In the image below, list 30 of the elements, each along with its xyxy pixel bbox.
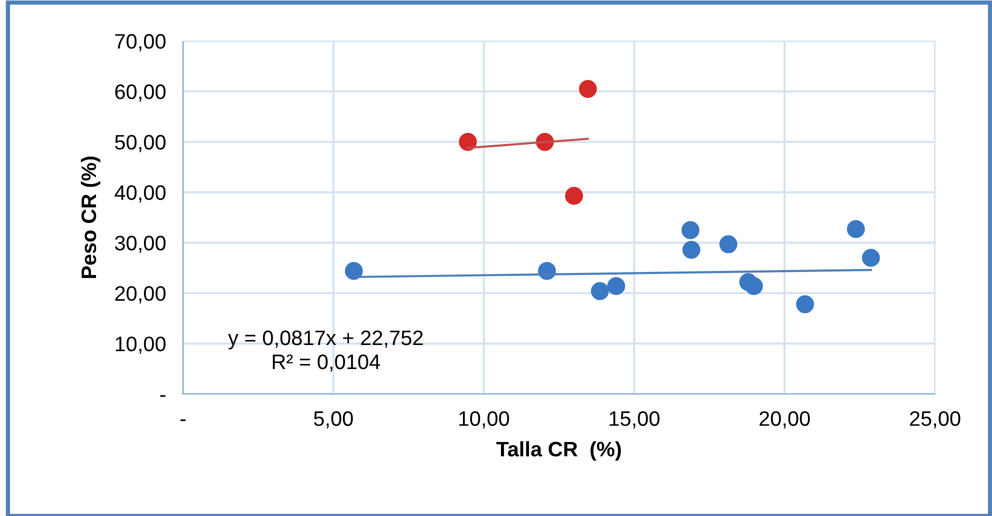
point (862, 248, 880, 267)
y-tick-label: 50,00 (115, 134, 166, 152)
y-tick-label: 70,00 (115, 34, 166, 52)
point (719, 235, 738, 254)
point (607, 277, 626, 296)
y-tick-label: - (160, 395, 166, 397)
point (458, 132, 477, 151)
y-tick-label: 20,00 (115, 286, 166, 304)
point (590, 282, 609, 300)
y-tick-label: 40,00 (114, 185, 166, 202)
x-tick-label: 10,00 (459, 411, 510, 428)
x-axis-title: Talla CR (%) (496, 441, 621, 461)
point (565, 186, 584, 205)
x-tick-label: - (180, 419, 186, 422)
x-tick-label: 20,00 (760, 411, 810, 428)
y-axis-title: Peso CR (%) (80, 156, 100, 278)
point (681, 221, 700, 240)
point (682, 240, 700, 259)
y-tick-label: 30,00 (115, 236, 166, 253)
point (744, 277, 763, 296)
point (846, 220, 865, 238)
point (344, 262, 363, 280)
y-tick-label: 60,00 (115, 84, 166, 102)
annotation: y = 0,0817x + 22,752 R² = 0,0104 (228, 330, 423, 372)
point (796, 295, 814, 314)
point (578, 80, 597, 98)
x-tick-label: 25,00 (910, 411, 960, 428)
y-tick-label: 10,00 (116, 336, 166, 354)
x-tick-label: 15,00 (610, 411, 660, 428)
x-tick-label: 5,00 (314, 411, 353, 428)
